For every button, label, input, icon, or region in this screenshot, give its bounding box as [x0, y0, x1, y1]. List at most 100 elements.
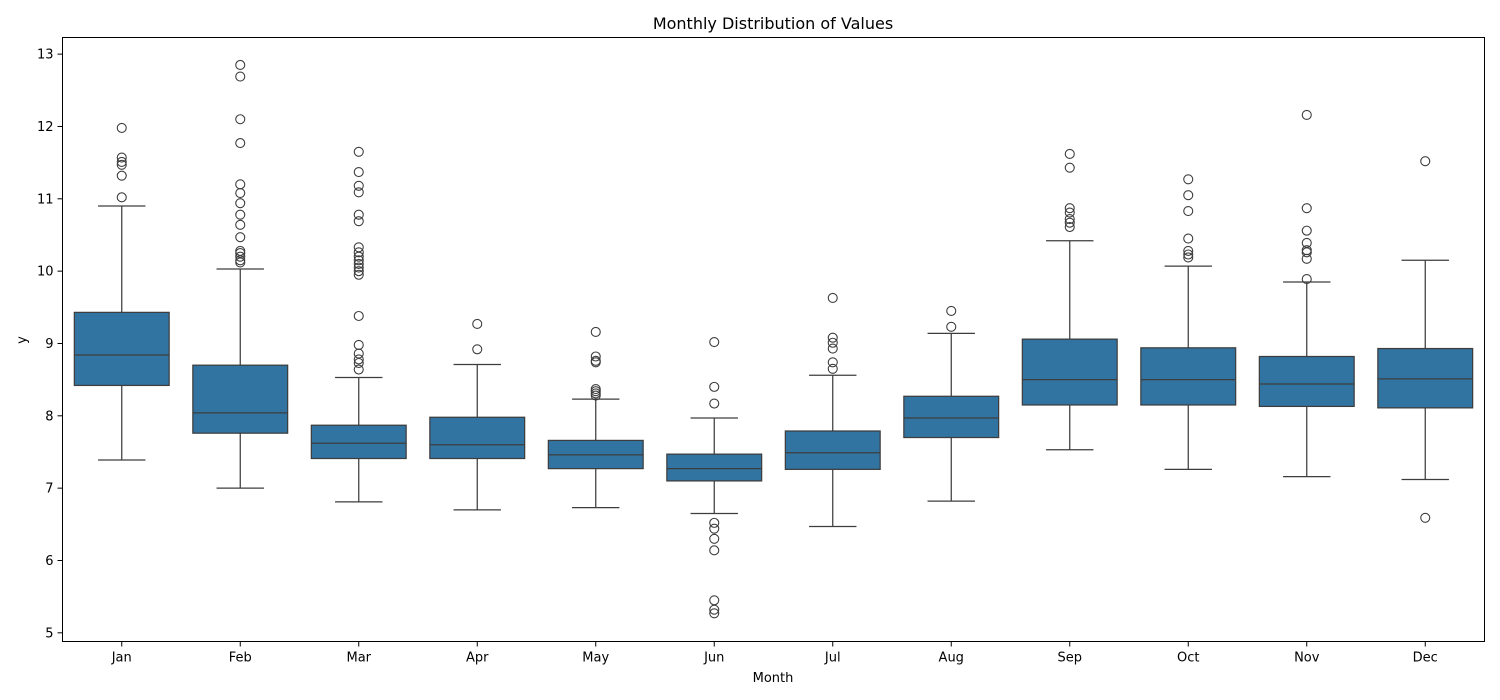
outlier-point — [353, 310, 364, 322]
outlier-point — [946, 305, 957, 316]
outlier-point — [590, 355, 601, 366]
outlier-point — [709, 523, 720, 534]
outlier-point — [709, 545, 720, 556]
outlier-point — [827, 357, 838, 368]
iqr-box — [1140, 347, 1237, 406]
outlier-point — [1064, 207, 1075, 218]
iqr-box — [1377, 347, 1474, 409]
box-group-jul — [784, 292, 881, 528]
x-tick-label: Feb — [229, 651, 252, 666]
box-series — [73, 59, 1474, 619]
y-tick-label: 13 — [37, 48, 54, 63]
outlier-point — [1301, 247, 1312, 258]
x-tick-label: Mar — [346, 651, 371, 666]
outlier-point — [1301, 274, 1312, 285]
outlier-point — [709, 398, 720, 409]
iqr-box — [73, 311, 170, 387]
y-tick-label: 7 — [45, 482, 53, 497]
outlier-point — [590, 383, 601, 395]
box-group-jun — [666, 336, 763, 619]
outlier-point — [353, 269, 364, 280]
outlier-point — [353, 255, 364, 266]
x-axis-label: Month — [753, 671, 794, 686]
y-tick-label: 8 — [45, 409, 53, 424]
outlier-point — [946, 321, 957, 332]
outlier-point — [709, 595, 720, 606]
outlier-point — [1183, 252, 1194, 263]
outlier-point — [353, 209, 364, 220]
outlier-point — [590, 326, 601, 337]
outlier-point — [353, 262, 364, 273]
outlier-point — [827, 363, 838, 374]
outlier-point — [353, 258, 364, 269]
outlier-point — [235, 232, 246, 243]
box-group-sep — [1021, 148, 1118, 451]
outlier-point — [116, 156, 127, 167]
outlier-point — [827, 343, 838, 354]
chart-title: Monthly Distribution of Values — [653, 14, 893, 33]
iqr-box — [429, 416, 526, 460]
outlier-point — [235, 187, 246, 199]
outlier-point — [1301, 237, 1312, 248]
box-group-dec — [1377, 156, 1474, 523]
outlier-point — [353, 187, 364, 198]
outlier-point — [235, 71, 246, 82]
outlier-point — [1064, 148, 1075, 160]
box-group-may — [547, 326, 644, 509]
x-tick-label: Nov — [1294, 651, 1320, 666]
outlier-point — [1420, 156, 1431, 167]
outlier-point — [1183, 245, 1194, 256]
outlier-point — [1064, 203, 1075, 214]
outlier-point — [1301, 225, 1312, 236]
iqr-box — [784, 430, 881, 470]
outlier-point — [235, 245, 246, 256]
x-tick-label: Jul — [824, 651, 841, 666]
outlier-point — [1183, 174, 1194, 185]
box-group-aug — [903, 305, 1000, 502]
outlier-point — [116, 159, 127, 170]
y-tick-label: 5 — [45, 626, 53, 641]
outlier-point — [1301, 203, 1312, 214]
outlier-point — [353, 364, 364, 375]
box-group-oct — [1140, 174, 1237, 470]
outlier-point — [116, 170, 127, 181]
outlier-point — [590, 351, 601, 362]
outlier-point — [353, 146, 364, 157]
outlier-point — [353, 247, 364, 258]
outlier-point — [1064, 217, 1075, 228]
y-tick-label: 6 — [45, 554, 53, 569]
outlier-point — [116, 122, 127, 133]
outlier-point — [709, 533, 720, 544]
x-axis: Jan Feb Mar Apr May Jun Jul Aug Sep Oct Nov Dec — [111, 641, 1438, 666]
box-group-apr — [429, 318, 526, 511]
outlier-point — [353, 166, 364, 178]
outlier-point — [1420, 512, 1431, 523]
outlier-point — [1064, 162, 1075, 173]
outlier-point — [1064, 214, 1075, 225]
outlier-point — [1183, 190, 1194, 201]
box-group-mar — [310, 146, 407, 503]
outlier-point — [1301, 109, 1312, 120]
x-tick-label: May — [582, 651, 609, 666]
outlier-point — [235, 59, 246, 71]
outlier-point — [1183, 233, 1194, 244]
outlier-point — [235, 138, 246, 149]
x-tick-label: Sep — [1057, 651, 1082, 666]
outlier-point — [472, 318, 483, 329]
outlier-point — [235, 179, 246, 190]
outlier-point — [353, 339, 364, 350]
outlier-point — [353, 216, 364, 227]
y-axis: 5 6 7 8 9 10 11 12 13 — [37, 48, 63, 641]
outlier-point — [1183, 206, 1194, 217]
outlier-point — [827, 332, 838, 343]
outlier-point — [1301, 245, 1312, 256]
outlier-point — [353, 266, 364, 277]
outlier-point — [709, 608, 720, 619]
outlier-point — [353, 348, 364, 359]
box-group-nov — [1258, 109, 1355, 478]
outlier-point — [353, 242, 364, 253]
outlier-point — [116, 192, 127, 203]
y-tick-label: 12 — [37, 120, 54, 135]
outlier-point — [235, 198, 246, 209]
box-group-feb — [192, 59, 289, 489]
